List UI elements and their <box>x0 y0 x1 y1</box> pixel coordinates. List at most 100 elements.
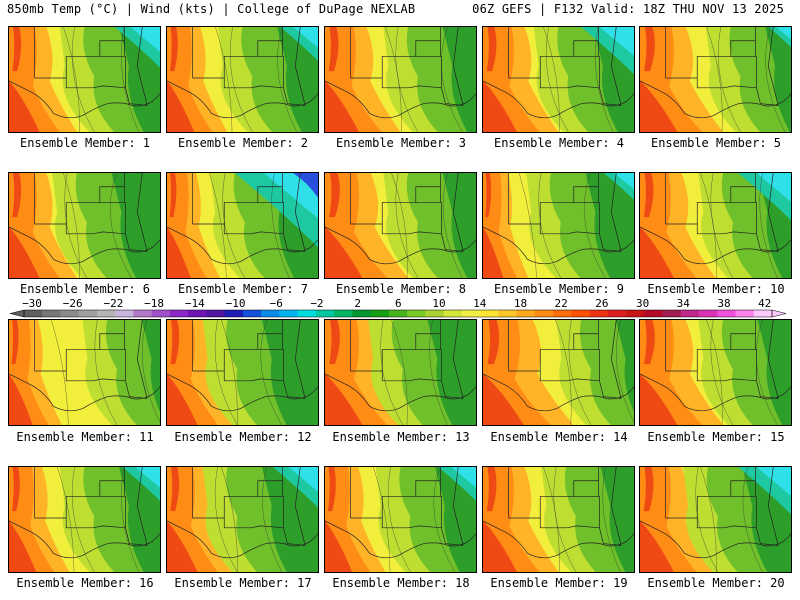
colorbar-swatch <box>662 310 682 317</box>
state-border-northeast <box>124 27 148 106</box>
colorbar-swatch <box>151 310 171 317</box>
isotherm-1 <box>706 320 723 425</box>
temperature-map <box>640 467 791 572</box>
isotherm-3 <box>433 467 455 572</box>
colorbar-swatch <box>297 310 317 317</box>
colorbar-tick-label: 42 <box>758 297 771 310</box>
isotherm-1 <box>63 173 80 278</box>
state-border-west <box>34 27 125 79</box>
isotherm-2 <box>710 173 734 278</box>
dark-green-zone <box>757 320 791 425</box>
ensemble-member-label: Ensemble Member: 18 <box>332 576 470 590</box>
isotherm-2 <box>718 27 741 132</box>
warm-zone-red <box>483 373 524 425</box>
mountain-warm-streak <box>486 467 497 512</box>
colorbar-tick-label: −2 <box>310 297 323 310</box>
isotherm-3 <box>442 173 463 278</box>
mountain-warm-streak <box>328 27 339 72</box>
gulf-coastline <box>186 90 318 119</box>
state-border-south <box>696 224 757 235</box>
state-border-northeast <box>124 173 148 252</box>
colorbar-swatch <box>334 310 353 317</box>
colorbar-tick-label: −10 <box>226 297 246 310</box>
state-border-south <box>223 224 284 235</box>
colorbar-swatch <box>680 310 700 317</box>
ensemble-member-label: Ensemble Member: 13 <box>332 430 470 444</box>
warm-zone-red <box>9 520 37 572</box>
dark-green-zone <box>435 467 476 572</box>
state-border-south <box>696 371 757 382</box>
isotherm-3 <box>594 27 614 132</box>
ensemble-member-label: Ensemble Member: 5 <box>650 136 782 150</box>
mexico-border <box>483 226 503 238</box>
state-border-east <box>573 349 622 399</box>
state-border-northeast <box>440 27 464 106</box>
isotherm-2 <box>395 27 419 132</box>
state-border-northeast <box>440 467 464 546</box>
dark-green-zone <box>615 320 634 425</box>
state-border-west <box>350 173 441 225</box>
colorbar-swatch <box>242 310 262 317</box>
ensemble-panel-15 <box>639 319 792 426</box>
ensemble-panel-4 <box>482 26 635 133</box>
colorbar-tick-label: 30 <box>636 297 649 310</box>
gulf-coastline <box>186 236 318 265</box>
colorbar-swatch <box>589 310 609 317</box>
gulf-coastline <box>344 530 476 559</box>
state-border-south <box>539 371 600 382</box>
state-border-northeast <box>755 320 779 399</box>
ensemble-member-label: Ensemble Member: 14 <box>490 430 628 444</box>
colorbar-swatch <box>699 310 718 317</box>
state-border-west <box>508 320 599 372</box>
state-border-south <box>381 224 442 235</box>
isotherm-1 <box>519 173 537 278</box>
mexico-border <box>640 373 660 385</box>
isotherm-2 <box>695 467 719 572</box>
colorbar-tick-label: −6 <box>270 297 283 310</box>
state-border-east <box>99 496 148 546</box>
colorbar-swatch <box>352 310 371 317</box>
isotherm-3 <box>742 467 763 572</box>
mountain-warm-streak <box>485 173 492 218</box>
colorbar-tick-label: −14 <box>185 297 205 310</box>
state-border-south <box>696 518 757 529</box>
isotherm-2 <box>64 173 88 278</box>
ensemble-panel-11 <box>8 319 161 426</box>
isotherm-1 <box>543 467 560 572</box>
dark-green-zone <box>765 27 791 132</box>
warm-zone-red <box>325 520 353 572</box>
isotherm-1 <box>385 27 402 132</box>
temperature-map <box>9 467 160 572</box>
state-border-northeast <box>440 320 464 399</box>
mexico-border <box>167 226 187 238</box>
colorbar-swatch <box>753 310 773 317</box>
colorbar-swatch <box>315 310 335 317</box>
isotherm-1 <box>555 320 572 425</box>
isotherm-1 <box>373 467 391 572</box>
mountain-warm-streak <box>170 467 180 512</box>
ensemble-panel-10 <box>639 172 792 279</box>
warm-zone-red <box>325 226 363 278</box>
ensemble-panel-5 <box>639 26 792 133</box>
mountain-warm-streak <box>486 27 497 72</box>
colorbar-swatch <box>516 310 536 317</box>
state-border-west <box>665 27 756 79</box>
mexico-border <box>325 520 345 532</box>
colorbar-tick-label: −22 <box>103 297 123 310</box>
state-border-east <box>730 496 779 546</box>
ensemble-member-label: Ensemble Member: 10 <box>647 282 785 296</box>
mexico-border <box>9 373 29 385</box>
mountain-warm-streak <box>643 173 654 218</box>
state-border-west <box>34 320 125 372</box>
colorbar-tick-label: −30 <box>22 297 42 310</box>
state-border-south <box>223 371 284 382</box>
state-border-south <box>65 78 126 89</box>
state-border-south <box>223 518 284 529</box>
warm-zone-red <box>167 373 198 425</box>
colorbar-tick-label: −26 <box>63 297 83 310</box>
state-border-east <box>415 202 464 252</box>
colorbar-swatch <box>60 310 80 317</box>
state-border-west <box>665 320 756 372</box>
isotherm-2 <box>214 320 238 425</box>
colorbar-swatch <box>480 310 499 317</box>
